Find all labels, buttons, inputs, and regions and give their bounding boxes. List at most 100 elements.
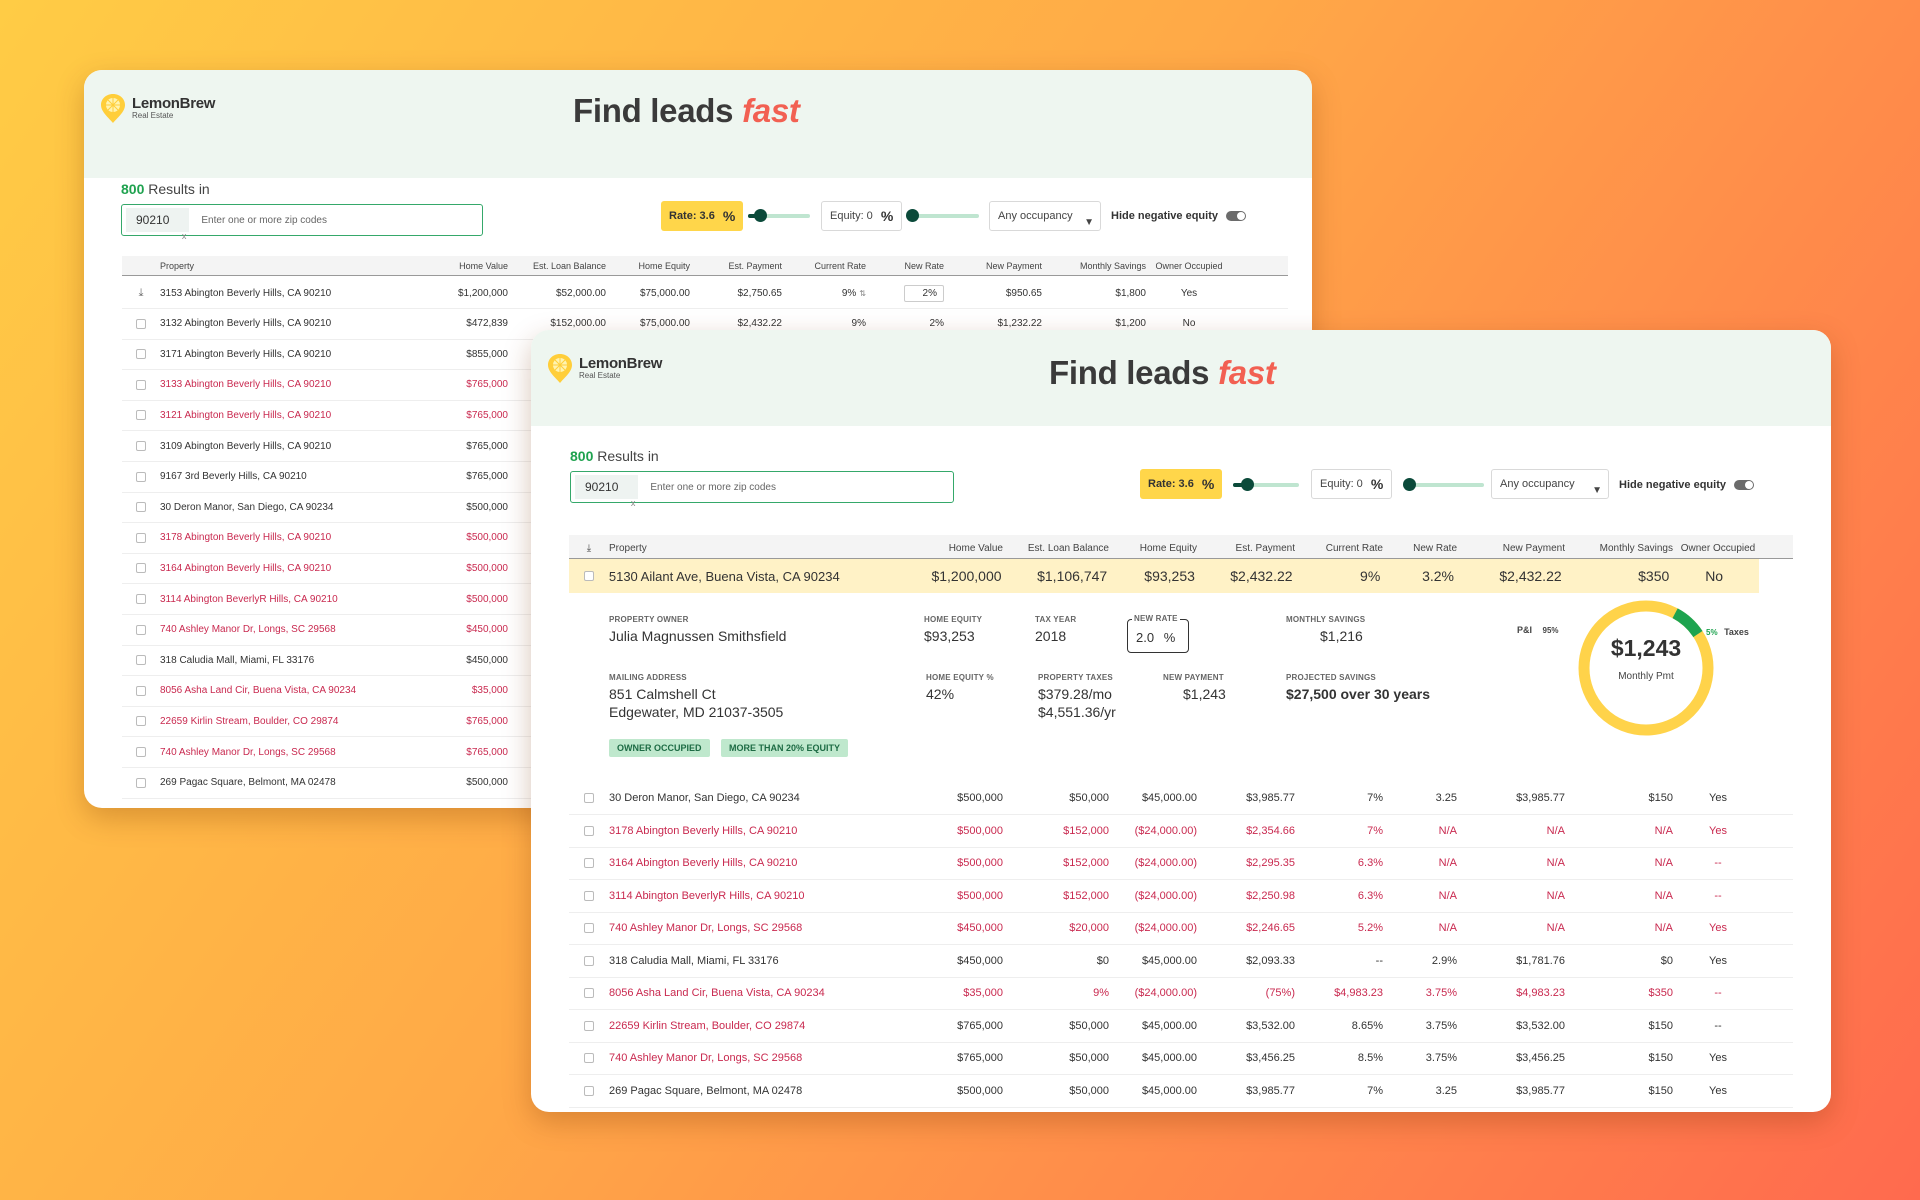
col-home-equity[interactable]: Home Equity — [638, 261, 690, 271]
table-row[interactable]: 3178 Abington Beverly Hills, CA 90210 $50… — [569, 815, 1793, 848]
table-row[interactable]: 318 Caludia Mall, Miami, FL 33176 $450,00… — [569, 945, 1793, 978]
col-owner-occupied[interactable]: Owner Occupied — [1680, 543, 1756, 554]
equity-slider[interactable] — [906, 209, 979, 222]
row-checkbox[interactable] — [569, 923, 609, 933]
col-monthly-savings[interactable]: Monthly Savings — [1599, 543, 1673, 554]
rate-filter[interactable]: Rate: 3.6 % — [1140, 469, 1223, 499]
col-current-rate[interactable]: Current Rate — [814, 261, 866, 271]
mailing-field: MAILING ADDRESS 851 Calmshell Ct Edgewat… — [609, 673, 783, 721]
zip-input[interactable] — [650, 481, 891, 493]
row-checkbox[interactable] — [569, 955, 609, 966]
chip-close-icon[interactable]: x — [630, 498, 636, 508]
sort-icon[interactable]: ⇅ — [859, 288, 866, 298]
row-checkbox[interactable] — [122, 747, 160, 757]
row-checkbox[interactable] — [122, 716, 160, 727]
rate-unit: % — [722, 208, 736, 224]
owner-field: PROPERTY OWNER Julia Magnussen Smithsfie… — [609, 615, 786, 645]
hide-negative-toggle[interactable] — [1733, 480, 1754, 490]
col-owner-occupied[interactable]: Owner Occupied — [1155, 261, 1223, 271]
occupancy-select[interactable]: Any occupancy ▼ — [989, 201, 1101, 231]
col-new-rate[interactable]: New Rate — [1413, 543, 1457, 554]
row-checkbox[interactable] — [569, 1085, 609, 1096]
row-checkbox[interactable] — [122, 379, 160, 390]
cell-owner-occupied: Yes — [1709, 1052, 1727, 1064]
rate-slider-thumb[interactable] — [754, 209, 767, 222]
table-row[interactable]: 30 Deron Manor, San Diego, CA 90234 $500,… — [569, 782, 1793, 815]
row-checkbox[interactable] — [122, 685, 160, 696]
row-checkbox[interactable] — [569, 988, 609, 998]
selected-row[interactable]: 5130 Ailant Ave, Buena Vista, CA 90234 $… — [569, 559, 1759, 593]
new-rate-input[interactable]: 2% — [904, 284, 944, 302]
row-checkbox[interactable] — [569, 1020, 609, 1031]
col-property[interactable]: Property — [160, 261, 195, 271]
row-checkbox[interactable] — [122, 563, 160, 574]
rate-slider-thumb[interactable] — [1241, 478, 1254, 491]
row-checkbox[interactable] — [122, 318, 160, 329]
download-icon[interactable]: ⤓ — [586, 543, 592, 554]
row-checkbox[interactable] — [122, 441, 160, 451]
row-checkbox[interactable] — [569, 858, 609, 868]
row-checkbox[interactable] — [122, 471, 160, 482]
table-row[interactable]: ⤓ 3153 Abington Beverly Hills, CA 90210 $1… — [122, 278, 1288, 309]
col-monthly-savings[interactable]: Monthly Savings — [1079, 261, 1146, 271]
row-checkbox[interactable] — [122, 502, 160, 513]
chip-close-icon[interactable]: x — [181, 231, 187, 241]
table-row[interactable]: 22659 Kirlin Stream, Boulder, CO 29874 $7… — [569, 1010, 1793, 1043]
equity-pct-value: 42% — [926, 686, 955, 702]
zip-search[interactable]: 90210 x — [121, 204, 483, 241]
col-property[interactable]: Property — [609, 543, 647, 554]
row-checkbox[interactable] — [122, 777, 160, 788]
row-checkbox[interactable] — [122, 349, 160, 360]
zip-chip[interactable]: 90210 x — [575, 475, 639, 508]
equity-slider[interactable] — [1403, 478, 1484, 491]
col-loan-balance[interactable]: Est. Loan Balance — [532, 261, 606, 271]
download-icon[interactable]: ⤓ — [138, 286, 144, 299]
row-checkbox[interactable] — [122, 594, 160, 604]
table-row[interactable]: 3114 Abington BeverlyR Hills, CA 90210 $5… — [569, 880, 1793, 913]
row-checkbox[interactable] — [122, 532, 160, 543]
row-checkbox[interactable] — [569, 825, 609, 836]
zip-input[interactable] — [201, 214, 442, 226]
equity-filter[interactable]: Equity: 0 % — [1311, 469, 1393, 499]
table-row[interactable]: 740 Ashley Manor Dr, Longs, SC 29568 $765… — [569, 1042, 1793, 1075]
col-home-value[interactable]: Home Value — [948, 543, 1003, 554]
col-est-payment[interactable]: Est. Payment — [728, 261, 782, 271]
new-payment-label: NEW PAYMENT — [1163, 673, 1224, 682]
col-new-payment[interactable]: New Payment — [1502, 543, 1565, 554]
row-checkbox[interactable] — [569, 793, 609, 803]
col-loan-balance[interactable]: Est. Loan Balance — [1027, 543, 1109, 554]
rate-filter[interactable]: Rate: 3.6 % — [661, 201, 744, 231]
selected-payment: $2,432.22 — [1230, 568, 1293, 584]
cell-new-rate[interactable]: 2% — [866, 284, 944, 302]
zip-chip[interactable]: 90210 x — [126, 208, 190, 241]
equity-slider-thumb[interactable] — [1403, 478, 1416, 491]
table-row[interactable]: 8056 Asha Land Cir, Buena Vista, CA 9023… — [569, 977, 1793, 1010]
col-home-value[interactable]: Home Value — [459, 261, 508, 271]
zip-search[interactable]: 90210 x — [570, 471, 954, 508]
table-row[interactable]: 269 Pagac Square, Belmont, MA 02478 $500,… — [569, 1075, 1793, 1108]
col-home-equity[interactable]: Home Equity — [1139, 543, 1197, 554]
equity-pct-field: HOME EQUITY % 42% — [926, 673, 994, 703]
col-est-payment[interactable]: Est. Payment — [1235, 543, 1295, 554]
row-checkbox[interactable] — [569, 571, 609, 581]
rate-slider[interactable] — [1233, 478, 1299, 491]
table-row[interactable]: 3164 Abington Beverly Hills, CA 90210 $50… — [569, 847, 1793, 880]
table-header: ⤓ Property Home Value Est. Loan Balance … — [569, 535, 1793, 559]
table-row[interactable]: 740 Ashley Manor Dr, Longs, SC 29568 $450… — [569, 912, 1793, 945]
hide-negative-equity[interactable]: Hide negative equity — [1619, 479, 1754, 491]
hide-negative-toggle[interactable] — [1225, 211, 1246, 221]
col-current-rate[interactable]: Current Rate — [1325, 543, 1383, 554]
occupancy-select[interactable]: Any occupancy ▼ — [1491, 469, 1609, 499]
hide-negative-equity[interactable]: Hide negative equity — [1111, 210, 1246, 222]
equity-slider-thumb[interactable] — [906, 209, 919, 222]
row-checkbox[interactable] — [122, 655, 160, 666]
new-rate-input[interactable]: NEW RATE 2.0 % — [1127, 614, 1189, 653]
row-checkbox[interactable] — [122, 624, 160, 635]
equity-filter[interactable]: Equity: 0 % — [821, 201, 903, 231]
row-checkbox[interactable] — [569, 890, 609, 901]
row-checkbox[interactable] — [569, 1053, 609, 1063]
col-new-rate[interactable]: New Rate — [904, 261, 944, 271]
rate-slider[interactable] — [748, 209, 810, 222]
col-new-payment[interactable]: New Payment — [985, 261, 1042, 271]
row-checkbox[interactable] — [122, 410, 160, 421]
